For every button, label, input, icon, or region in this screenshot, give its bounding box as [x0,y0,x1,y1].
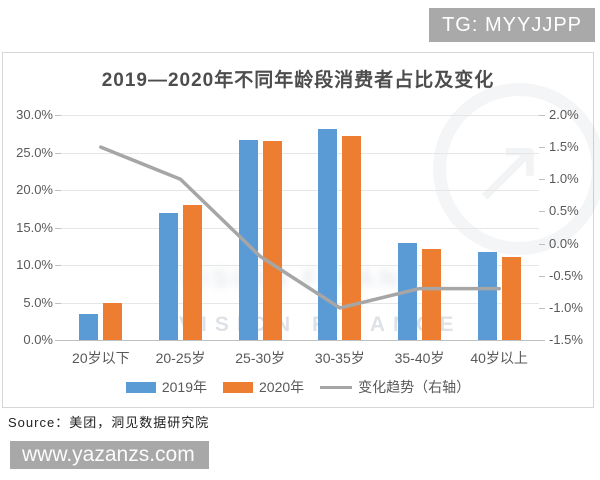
right-axis-tick [539,307,545,309]
bar-2019年 [238,139,258,340]
left-axis-label: 25.0% [16,144,53,160]
legend-swatch-2019年 [125,381,156,393]
source-note: Source：美团，洞见数据研究院 [8,415,210,430]
bar-group [300,115,380,340]
left-axis-label: 5.0% [23,294,53,310]
left-axis-label: 15.0% [16,219,53,235]
bar-group [380,115,460,340]
left-axis-tick [55,190,61,191]
bar-2019年 [477,251,497,340]
bar-2020年 [421,248,441,340]
left-axis-tick [55,115,61,116]
right-axis-tick [539,340,545,341]
url-watermark-badge: www.yazanzs.com [10,441,209,469]
left-axis-label: 20.0% [16,182,53,197]
bar-2020年 [342,136,362,340]
legend-swatch-2020年 [223,381,253,393]
gridline [61,115,539,116]
bar-2019年 [79,313,99,340]
right-axis-label: -1.0% [549,299,583,315]
legend-label: 2020年 [259,379,305,395]
left-axis-label: 0.0% [23,332,53,347]
right-axis-label: 0.5% [549,203,579,219]
bar-group [459,115,539,340]
legend-item-2020年: 2020年 [223,377,304,397]
bar-2019年 [318,128,338,340]
x-axis-label: 20岁以下 [72,350,130,366]
left-axis-tick [55,340,61,341]
bar-group [141,115,221,340]
legend-item-2019年: 2019年 [125,377,207,397]
tg-watermark-badge: TG: MYYJJPP [429,8,595,42]
bar-2019年 [158,212,178,340]
right-axis-label: 1.0% [549,171,579,187]
legend: 2019年 2020年 变化趋势（右轴） [3,377,593,397]
right-axis-label: 0.0% [549,235,579,251]
left-axis-tick [55,227,61,229]
x-axis-label: 40岁以上 [470,350,528,366]
bar-2019年 [397,243,417,340]
left-axis-tick [55,152,61,154]
legend-label: 变化趋势（右轴） [358,379,471,395]
bar-2020年 [182,205,202,340]
x-axis-label: 35-40岁 [394,350,445,366]
x-axis-label: 20-25岁 [155,350,206,366]
bar-group [61,115,141,340]
x-axis-label: 30-35岁 [314,350,365,366]
legend-label: 2019年 [161,379,207,395]
legend-item-变化趋势（右轴）: 变化趋势（右轴） [320,377,470,397]
bar-2020年 [262,141,282,340]
right-axis-label: 1.5% [549,139,579,155]
right-axis-tick [539,179,545,181]
right-axis-tick [539,147,545,149]
left-axis-label: 30.0% [16,107,53,122]
left-axis-tick [55,302,61,304]
right-axis-tick [539,275,545,277]
bar-2020年 [103,302,123,340]
chart-card: 2019—2020年不同年龄段消费者占比及变化 ↗ VISION FINANCE… [2,52,600,408]
x-axis-label: 25-30岁 [235,350,286,366]
right-axis-tick [539,243,545,245]
legend-swatch-变化趋势（右轴） [320,385,353,389]
right-axis-tick [539,115,545,116]
gridline [61,340,539,341]
bar-group [220,115,300,340]
right-axis-label: -0.5% [549,267,583,283]
right-axis-tick [539,211,545,213]
chart-title: 2019—2020年不同年龄段消费者占比及变化 [101,70,495,91]
left-axis-label: 10.0% [16,257,53,272]
left-axis-tick [55,265,61,266]
right-axis-label: 2.0% [549,107,579,122]
plot-area: ↗ VISION FINANCE VISION FINANCE 30.0%25.… [16,83,600,366]
right-axis-label: -1.5% [549,332,583,347]
bar-2020年 [501,256,521,340]
